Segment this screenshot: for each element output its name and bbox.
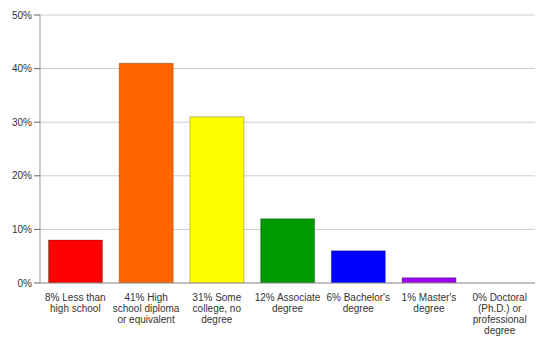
svg-text:50%: 50% — [12, 10, 32, 21]
svg-text:10%: 10% — [12, 224, 32, 235]
svg-text:12% Associatedegree: 12% Associatedegree — [255, 292, 321, 314]
svg-text:30%: 30% — [12, 117, 32, 128]
svg-text:8% Less thanhigh school: 8% Less thanhigh school — [45, 292, 106, 314]
svg-text:40%: 40% — [12, 63, 32, 74]
svg-text:1% Master'sdegree: 1% Master'sdegree — [402, 292, 457, 314]
svg-text:41% Highschool diplomaor equiv: 41% Highschool diplomaor equivalent — [113, 292, 180, 325]
svg-text:0% Doctoral(Ph.D.) orprofessio: 0% Doctoral(Ph.D.) orprofessionaldegree — [472, 292, 526, 336]
svg-text:31% Somecollege, nodegree: 31% Somecollege, nodegree — [192, 292, 241, 325]
svg-text:20%: 20% — [12, 170, 32, 181]
svg-text:0%: 0% — [18, 278, 33, 289]
svg-text:6% Bachelor'sdegree: 6% Bachelor'sdegree — [326, 292, 390, 314]
